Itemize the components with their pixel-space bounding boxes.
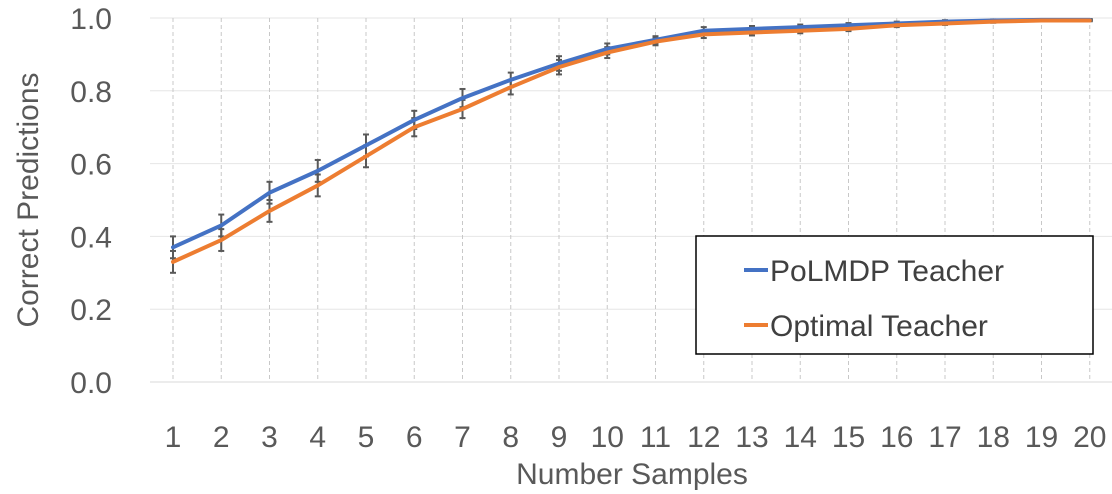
y-tick-label: 0.8 bbox=[70, 76, 112, 109]
x-tick-label: 7 bbox=[454, 421, 471, 454]
x-tick-label: 17 bbox=[928, 421, 961, 454]
x-axis-ticks: 1 2 3 4 5 6 7 8 9 10 11 12 13 14 15 16 17 18 19 20 bbox=[165, 421, 1107, 454]
x-tick-label: 6 bbox=[406, 421, 423, 454]
x-tick-label: 9 bbox=[551, 421, 568, 454]
legend: PoLMDP Teacher Optimal Teacher bbox=[695, 235, 1094, 355]
series-line-optimal bbox=[171, 18, 1092, 264]
y-tick-label: 0.2 bbox=[70, 294, 112, 327]
legend-box bbox=[695, 235, 1094, 355]
series-line-polmdp bbox=[171, 17, 1092, 250]
x-tick-label: 16 bbox=[880, 421, 913, 454]
x-tick-label: 13 bbox=[735, 421, 768, 454]
legend-label-polmdp: PoLMDP Teacher bbox=[770, 255, 1004, 288]
x-tick-label: 2 bbox=[213, 421, 230, 454]
x-tick-label: 5 bbox=[358, 421, 375, 454]
x-tick-label: 4 bbox=[309, 421, 326, 454]
x-tick-label: 18 bbox=[977, 421, 1010, 454]
y-axis-title: Correct Predictions bbox=[12, 72, 45, 327]
x-axis-title: Number Samples bbox=[516, 458, 748, 491]
x-tick-label: 19 bbox=[1025, 421, 1058, 454]
y-tick-label: 0.4 bbox=[70, 221, 112, 254]
x-tick-label: 20 bbox=[1073, 421, 1106, 454]
x-tick-label: 10 bbox=[591, 421, 624, 454]
error-bars bbox=[170, 18, 1093, 274]
x-tick-label: 11 bbox=[640, 421, 671, 454]
x-tick-label: 1 bbox=[165, 421, 182, 454]
y-axis-ticks: 0.0 0.2 0.4 0.6 0.8 1.0 bbox=[70, 3, 112, 400]
y-tick-label: 0.0 bbox=[70, 367, 112, 400]
x-tick-label: 8 bbox=[502, 421, 519, 454]
x-tick-label: 15 bbox=[832, 421, 865, 454]
x-tick-label: 3 bbox=[261, 421, 278, 454]
x-tick-label: 14 bbox=[784, 421, 817, 454]
series-lines bbox=[171, 17, 1092, 264]
legend-label-optimal: Optimal Teacher bbox=[770, 310, 988, 343]
y-tick-label: 0.6 bbox=[70, 149, 112, 182]
x-tick-label: 12 bbox=[687, 421, 720, 454]
y-tick-label: 1.0 bbox=[70, 3, 112, 36]
